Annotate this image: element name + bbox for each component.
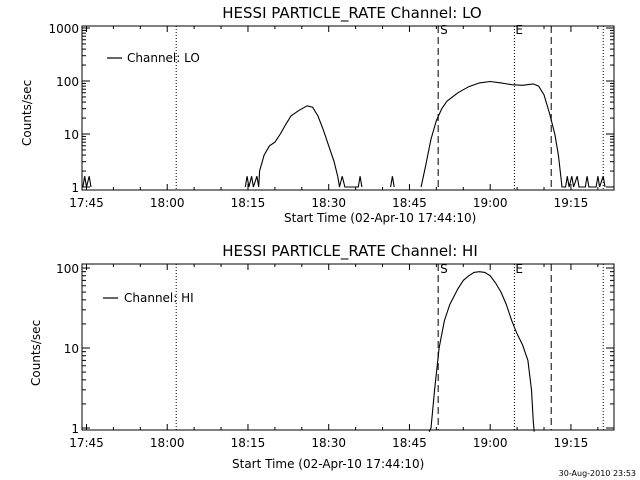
x-tick-label: 19:15 <box>554 436 589 450</box>
y-tick-label: 100 <box>56 75 79 89</box>
chart-title-hi: HESSI PARTICLE_RATE Channel: HI <box>222 242 478 261</box>
x-tick-label: 18:15 <box>231 196 266 210</box>
marker-lines-hi <box>175 264 604 430</box>
plot-frame-hi <box>81 263 615 431</box>
legend-label-hi: Channel: HI <box>124 291 194 305</box>
axis-ticks-hi: 17:45 18:00 18:15 18:30 18:45 19:00 19:15 1 10 10… <box>56 262 614 450</box>
x-tick-label: 18:30 <box>311 196 346 210</box>
marker-lines-lo <box>175 26 604 190</box>
axis-ticks-lo: 17:45 18:00 18:15 18:30 18:45 19:00 19:15 1 10 10… <box>48 22 614 210</box>
series-line-hi <box>428 271 535 432</box>
y-axis-label-lo: Counts/sec <box>20 80 34 146</box>
marker-label-s-hi: S <box>440 262 448 276</box>
x-tick-label: 19:00 <box>473 196 508 210</box>
x-tick-label: 18:15 <box>231 436 266 450</box>
y-axis-label-hi: Counts/sec <box>29 320 43 386</box>
x-tick-label: 18:45 <box>392 436 427 450</box>
x-tick-label: 17:45 <box>69 196 104 210</box>
y-tick-label: 100 <box>56 262 79 276</box>
plot-frame-lo <box>81 25 615 191</box>
y-tick-label: 1000 <box>48 22 79 36</box>
x-tick-label: 18:00 <box>150 196 185 210</box>
chart-panel-hi: HESSI PARTICLE_RATE Channel: HI 17:45 18:… <box>29 242 615 471</box>
y-tick-label: 10 <box>64 342 79 356</box>
series-line-lo <box>82 80 606 188</box>
marker-label-s-lo: S <box>440 23 448 37</box>
x-tick-label: 19:00 <box>473 436 508 450</box>
x-tick-label: 17:45 <box>69 436 104 450</box>
x-tick-label: 18:30 <box>311 436 346 450</box>
legend-label-lo: Channel: LO <box>127 51 200 65</box>
footer-timestamp: 30-Aug-2010 23:53 <box>559 469 636 478</box>
chart-title-lo: HESSI PARTICLE_RATE Channel: LO <box>222 4 481 23</box>
x-tick-label: 19:15 <box>554 196 589 210</box>
x-axis-label-hi: Start Time (02-Apr-10 17:44:10) <box>232 457 424 471</box>
y-tick-label: 1 <box>71 422 79 436</box>
marker-label-e-hi: E <box>515 262 523 276</box>
x-tick-label: 18:00 <box>150 436 185 450</box>
y-tick-label: 10 <box>64 128 79 142</box>
chart-panel-lo: HESSI PARTICLE_RATE Channel: LO 17:45 18:… <box>20 4 615 225</box>
marker-label-e-lo: E <box>515 23 523 37</box>
x-tick-label: 18:45 <box>392 196 427 210</box>
x-axis-label-lo: Start Time (02-Apr-10 17:44:10) <box>284 211 476 225</box>
y-tick-label: 1 <box>71 181 79 195</box>
